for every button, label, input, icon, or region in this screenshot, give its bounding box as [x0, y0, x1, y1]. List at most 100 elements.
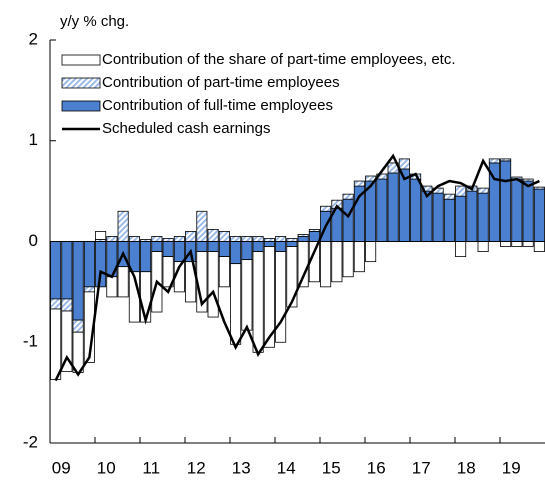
line-series: [54, 153, 540, 382]
bar-segment: [218, 241, 230, 258]
bar-segment: [207, 251, 219, 318]
bar-segment: [173, 236, 185, 242]
x-tick-label: 12: [187, 458, 206, 477]
bar-segment: [241, 241, 253, 261]
bar-segment: [432, 192, 444, 242]
bar-segment: [207, 241, 219, 252]
bar-segment: [353, 180, 365, 187]
bar-segment: [241, 236, 253, 242]
bar-segment: [477, 187, 489, 194]
y-tick-label: 1: [29, 130, 38, 149]
bar-segment: [263, 241, 275, 247]
bar-segment: [162, 256, 174, 288]
bar-segment: [488, 158, 500, 164]
bar-segment: [252, 251, 264, 353]
bar-segment: [117, 210, 129, 242]
x-tick-label: 13: [232, 458, 251, 477]
bar-segment: [410, 178, 422, 242]
bar-segment: [511, 178, 523, 242]
bar-segment: [466, 190, 478, 242]
bar-segment: [342, 193, 354, 200]
bar-segment: [522, 241, 534, 247]
legend-swatch: [61, 54, 101, 66]
bar-segment: [252, 236, 264, 242]
bar-segment: [185, 231, 197, 242]
bar-segment: [376, 178, 388, 242]
bar-segment: [455, 185, 467, 197]
bar-segment: [398, 158, 410, 170]
x-tick-label: 09: [52, 458, 71, 477]
bar-segment: [342, 198, 354, 242]
bar-segment: [286, 241, 298, 247]
bar-segment: [533, 186, 545, 190]
bar-segment: [207, 229, 219, 242]
bar-segment: [61, 298, 73, 312]
bar-segment: [477, 192, 489, 242]
bar-segment: [477, 241, 489, 252]
bar-segment: [342, 241, 354, 278]
bar-segment: [500, 160, 512, 242]
bar-segment: [140, 271, 152, 323]
legend-label: Contribution of part-time employees: [102, 74, 340, 91]
bar-segment: [230, 236, 242, 242]
bar-segment: [320, 241, 332, 288]
bar-segment: [297, 241, 309, 288]
bar-segment: [106, 236, 118, 242]
bar-segment: [263, 246, 275, 348]
bar-segment: [72, 331, 84, 373]
bar-segment: [230, 263, 242, 345]
bar-segment: [275, 236, 287, 242]
bar-segment: [61, 241, 73, 300]
legend-swatch: [61, 100, 101, 112]
bar-segment: [353, 241, 365, 273]
bar-segment: [533, 188, 545, 242]
x-tick-label: 17: [412, 458, 431, 477]
x-tick-label: 16: [367, 458, 386, 477]
bar-segment: [83, 241, 95, 288]
bar-segment: [500, 241, 512, 247]
bar-segment: [365, 241, 377, 263]
bar-segment: [95, 231, 107, 240]
bar-segment: [297, 234, 309, 237]
bar-segment: [500, 158, 512, 162]
y-axis-label: y/y % chg.: [60, 13, 129, 30]
bar-segment: [50, 241, 62, 300]
bar-segment: [162, 241, 174, 258]
bar-segment: [511, 241, 523, 247]
bar-segment: [387, 172, 399, 242]
x-tick-label: 11: [142, 458, 160, 477]
bar-segment: [50, 298, 62, 310]
x-tick-label: 19: [502, 458, 521, 477]
y-tick-label: -2: [23, 432, 38, 451]
bar-segment: [230, 241, 242, 265]
bar-segment: [140, 241, 152, 273]
bar-segment: [421, 190, 433, 242]
bar-segment: [151, 241, 163, 252]
bar-segment: [61, 310, 73, 372]
bar-segment: [320, 205, 332, 212]
legend-label: Scheduled cash earnings: [102, 120, 270, 137]
bar-segment: [83, 286, 95, 293]
legend-label: Contribution of the share of part-time e…: [102, 51, 456, 68]
y-tick-label: -1: [23, 332, 38, 351]
bar-segment: [522, 178, 534, 182]
bar-segment: [117, 266, 129, 298]
bar-segment: [196, 210, 208, 242]
bar-segment: [252, 241, 264, 252]
bar-segment: [196, 241, 208, 252]
bar-segment: [151, 236, 163, 242]
bar-segment: [286, 246, 298, 308]
x-tick-label: 18: [457, 458, 476, 477]
bar-segment: [72, 241, 84, 321]
bar-segment: [50, 308, 62, 380]
bar-segment: [275, 241, 287, 252]
bar-segment: [308, 231, 320, 242]
legend-swatch: [61, 77, 101, 89]
y-tick-label: 0: [29, 231, 38, 250]
bar-segment: [275, 251, 287, 343]
legend-label: Contribution of full-time employees: [102, 97, 333, 114]
bar-segment: [308, 229, 320, 232]
bar-segment: [297, 236, 309, 242]
